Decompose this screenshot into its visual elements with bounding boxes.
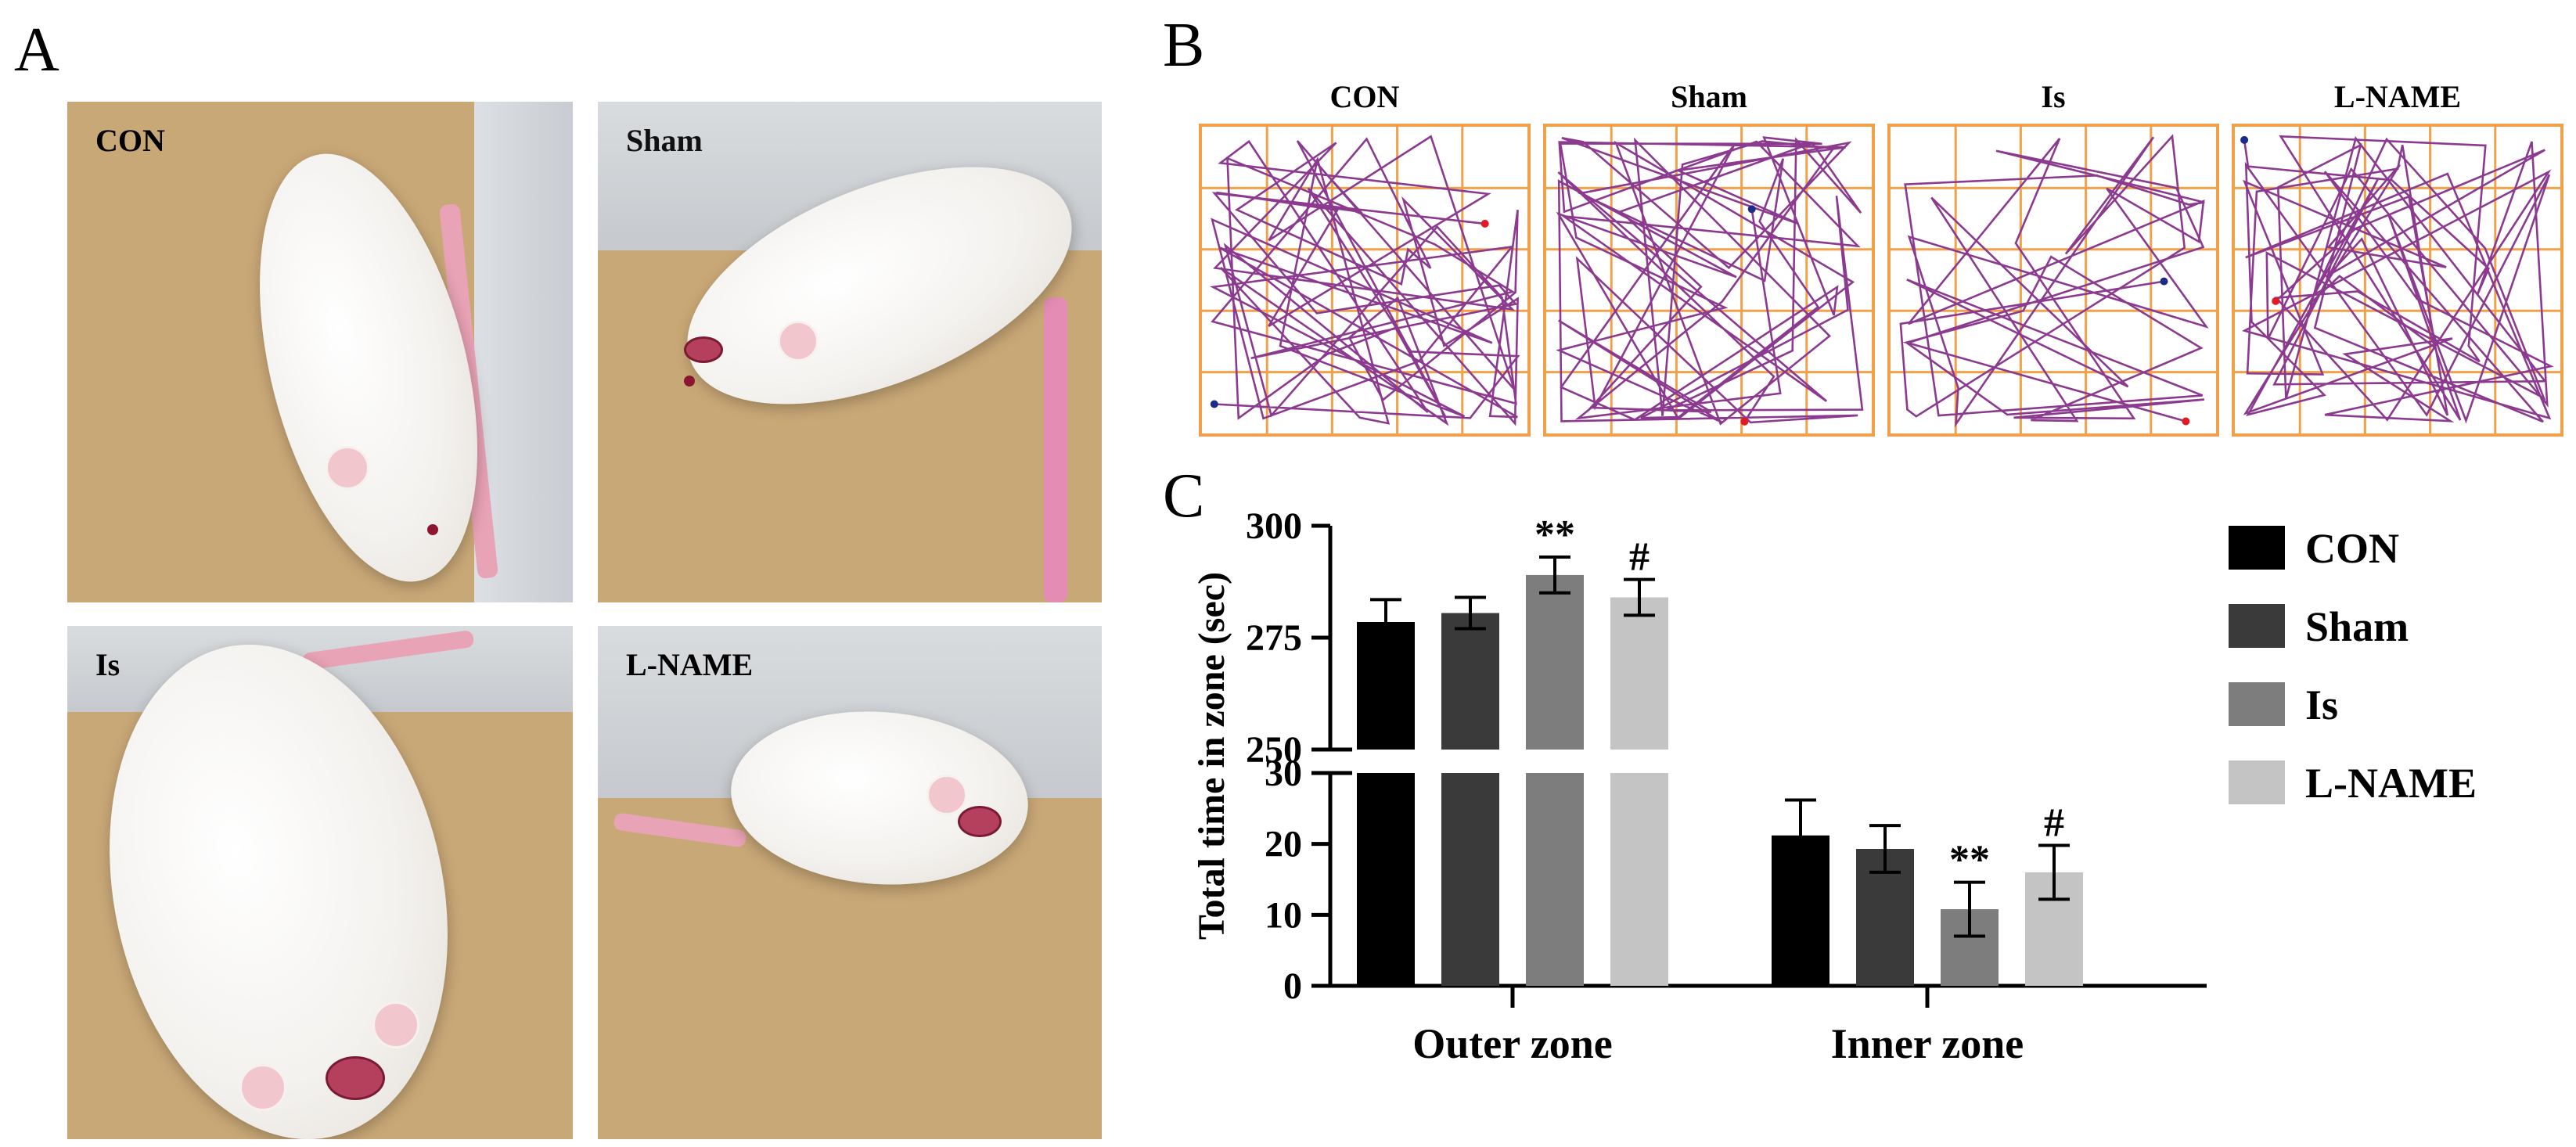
- rat-ear: [239, 1064, 286, 1111]
- legend-swatch-l-name: [2229, 760, 2285, 804]
- start-point: [1480, 219, 1489, 228]
- rat-eye: [684, 376, 695, 387]
- significance-marker: **: [1949, 838, 1990, 883]
- start-point: [1740, 417, 1749, 426]
- rat-ear: [926, 775, 967, 815]
- movement-track: [2241, 135, 2554, 424]
- arena-track: [2235, 127, 2560, 433]
- legend-swatch-con: [2229, 526, 2285, 570]
- arena-track: [1202, 127, 1527, 433]
- arena-track: [1546, 127, 1872, 433]
- rat-eye: [427, 524, 438, 535]
- bar-sham: [1441, 613, 1499, 750]
- rat-tail: [1044, 297, 1067, 602]
- arena-sham: [1543, 124, 1875, 437]
- arena-title-is: Is: [2041, 79, 2066, 114]
- end-point: [2240, 135, 2249, 144]
- panel-label-c: C: [1163, 462, 1205, 530]
- surgical-wound: [326, 1056, 385, 1100]
- bar-is: [1526, 574, 1584, 750]
- movement-track: [1899, 134, 2209, 428]
- panel-label-b: B: [1163, 11, 1205, 80]
- end-point: [1210, 400, 1218, 408]
- legend-label-l-name: L-NAME: [2305, 760, 2477, 807]
- photo-is: Is: [67, 626, 573, 1139]
- y-tick-label: 300: [1246, 505, 1302, 547]
- rat-ear: [372, 1001, 419, 1048]
- surgical-wound: [958, 806, 1002, 837]
- photo-label: CON: [95, 123, 165, 158]
- photo-l-name: L-NAME: [598, 626, 1102, 1139]
- photo-sham: Sham: [598, 102, 1102, 602]
- start-point: [2272, 297, 2280, 305]
- arena-track: [1891, 127, 2216, 433]
- end-point: [2160, 277, 2168, 286]
- arena-con: [1199, 124, 1531, 437]
- start-point: [2182, 417, 2190, 426]
- y-tick-label: 10: [1265, 894, 1302, 936]
- bar-is-lower: [1526, 773, 1584, 986]
- photo-label: Sham: [626, 123, 703, 158]
- bar-sham-lower: [1441, 773, 1499, 986]
- legend-label-sham: Sham: [2305, 603, 2409, 650]
- movement-track: [1556, 136, 1864, 426]
- y-tick-label: 0: [1283, 965, 1302, 1007]
- legend-swatch-is: [2229, 682, 2285, 726]
- panel-label-a: A: [14, 16, 59, 84]
- arena-title-con: CON: [1329, 79, 1400, 114]
- arena-l-name: [2232, 124, 2563, 437]
- significance-marker: **: [1534, 512, 1575, 557]
- bar-con-lower: [1357, 773, 1415, 986]
- bar-chart: 250 275 300 0 10 20 30 Total time in zone (sec)…: [1191, 505, 2207, 1067]
- movement-track: [1209, 135, 1520, 426]
- legend-label-con: CON: [2305, 525, 2399, 572]
- significance-marker: #: [1629, 535, 1650, 580]
- y-axis-label: Total time in zone (sec): [1191, 572, 1232, 940]
- rat-ear: [778, 321, 818, 361]
- bar-l-name-lower: [1610, 773, 1668, 986]
- photo-label: Is: [95, 647, 121, 682]
- surgical-wound: [684, 336, 723, 363]
- arena-is: [1887, 124, 2219, 437]
- x-tick-label: Outer zone: [1412, 1020, 1612, 1067]
- legend-swatch-sham: [2229, 604, 2285, 648]
- bar-l-name: [1610, 597, 1668, 750]
- rat-ear: [326, 446, 369, 490]
- end-point: [1747, 205, 1756, 214]
- y-tick-label: 275: [1246, 617, 1302, 659]
- y-tick-label: 30: [1265, 753, 1302, 794]
- x-tick-label: Inner zone: [1831, 1020, 2024, 1067]
- photo-label: L-NAME: [626, 647, 754, 682]
- photo-con: CON: [67, 102, 573, 602]
- arena-title-l-name: L-NAME: [2333, 79, 2462, 114]
- significance-marker: #: [2044, 800, 2064, 845]
- legend-label-is: Is: [2305, 681, 2339, 728]
- y-tick-label: 20: [1265, 824, 1302, 865]
- y-tick-label: 250: [1246, 729, 1302, 771]
- arena-title-sham: Sham: [1671, 79, 1747, 114]
- rat-tail: [613, 812, 747, 848]
